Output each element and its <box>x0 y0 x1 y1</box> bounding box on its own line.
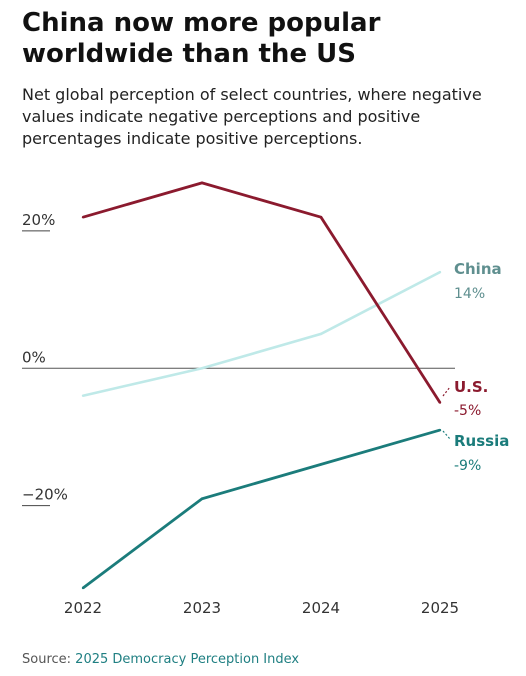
leader-us <box>442 386 451 397</box>
chart-subtitle: Net global perception of select countrie… <box>22 85 482 148</box>
x-tick-label-2025: 2025 <box>421 599 459 617</box>
y-tick-label-neg20: −20% <box>22 486 68 504</box>
series-name-us: U.S. <box>454 378 488 396</box>
series-layer <box>81 181 442 590</box>
data-point-us-2023 <box>200 181 204 185</box>
series-line-china <box>82 270 441 398</box>
source-note: Source: 2025 Democracy Perception Index <box>22 652 299 667</box>
series-name-russia: Russia <box>454 432 509 450</box>
data-point-russia-2025 <box>438 428 442 432</box>
data-point-russia-2023 <box>200 497 204 500</box>
data-point-china-2022 <box>81 394 85 397</box>
x-tick-label-2024: 2024 <box>302 599 340 617</box>
line-chart: 20% 0% −20% 2022 2023 2024 2025 U.S. -5% China 14… <box>22 181 509 617</box>
x-tick-label-2022: 2022 <box>64 599 102 617</box>
data-point-china-2024 <box>319 332 323 336</box>
data-point-russia-2022 <box>81 586 85 590</box>
data-point-russia-2024 <box>319 463 323 466</box>
series-line-russia <box>82 428 441 590</box>
series-name-china: China <box>454 260 502 278</box>
grid-layer: 20% 0% −20% 2022 2023 2024 2025 <box>22 211 459 617</box>
series-line-us <box>82 181 442 404</box>
series-end-value-russia: -9% <box>454 458 481 474</box>
y-tick-label-0: 0% <box>22 348 46 366</box>
source-prefix: Source: <box>22 652 72 667</box>
x-tick-label-2023: 2023 <box>183 599 221 617</box>
leader-russia <box>442 430 451 440</box>
y-tick-label-20: 20% <box>22 211 55 229</box>
label-layer: U.S. -5% China 14% Russia -9% <box>442 260 509 474</box>
series-end-value-china: 14% <box>454 286 485 302</box>
data-point-us-2022 <box>81 216 85 219</box>
data-point-us-2024 <box>319 216 323 219</box>
data-point-china-2023 <box>200 367 204 370</box>
chart-title: China now more popular worldwide than th… <box>22 8 381 69</box>
data-point-china-2025 <box>438 270 442 274</box>
source-link[interactable]: 2025 Democracy Perception Index <box>75 652 300 667</box>
data-point-us-2025 <box>438 401 442 404</box>
series-end-value-us: -5% <box>454 403 481 419</box>
